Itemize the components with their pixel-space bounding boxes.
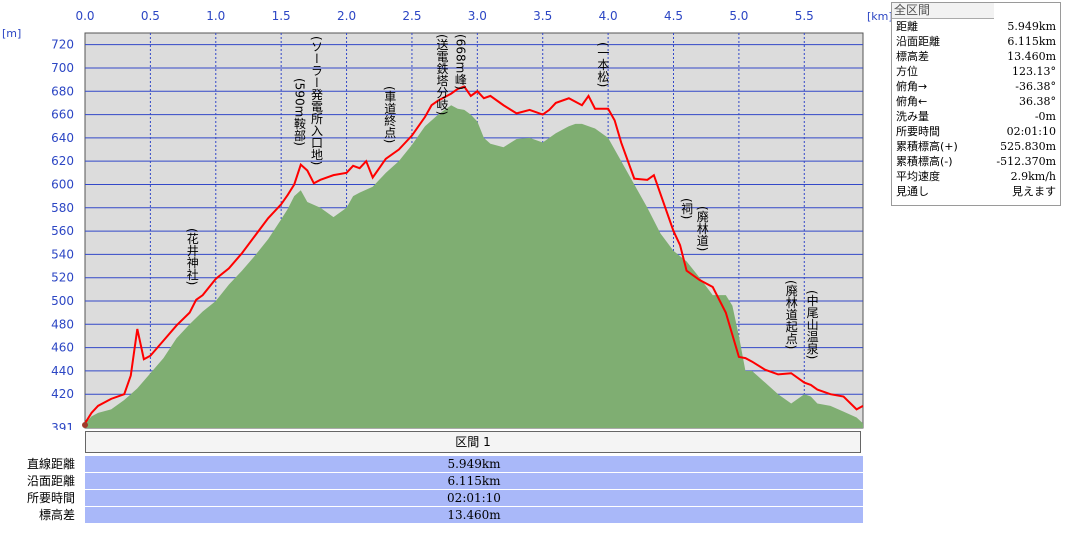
x-tick-label: 5.5 <box>795 9 814 23</box>
info-label: 平均速度 <box>896 170 940 183</box>
info-value: 5.949km <box>1007 20 1056 33</box>
info-value: 525.830m <box>1000 140 1056 153</box>
x-tick-label: 1.0 <box>206 9 225 23</box>
y-tick-label: 640 <box>51 131 74 145</box>
table-row-label: 標高差 <box>38 508 75 522</box>
y-axis-unit: [m] <box>2 27 21 40</box>
annotation-label: (花井神社) <box>185 228 199 285</box>
info-value: 6.115km <box>1007 35 1056 48</box>
annotation-label: (590m鞍部) <box>292 78 306 146</box>
x-tick-label: 3.0 <box>468 9 487 23</box>
info-value: 36.38° <box>1019 95 1056 108</box>
y-tick-label: 700 <box>51 61 74 75</box>
x-axis-unit: [km] <box>867 10 893 23</box>
y-tick-label: 660 <box>51 108 74 122</box>
annotation-label: (送電鉄塔分岐) <box>435 34 449 115</box>
table-row-label: 所要時間 <box>26 491 75 505</box>
info-label: 距離 <box>896 20 918 33</box>
info-label: 累積標高(+) <box>896 140 958 153</box>
x-axis-ticks: 0.0 0.5 1.0 1.5 2.0 2.5 3.0 3.5 4.0 4.5 5.0 5.5 <box>75 9 813 23</box>
table-row-value: 13.460m <box>85 507 863 523</box>
y-tick-label: 460 <box>51 341 74 355</box>
start-marker <box>82 422 88 428</box>
y-tick-label: 420 <box>51 387 74 401</box>
info-row: 標高差 13.460m <box>892 49 1060 64</box>
section-header[interactable]: 区間 1 <box>85 431 861 453</box>
annotation-label: (車道終点) <box>383 86 397 143</box>
info-row: 洗み量 -0m <box>892 109 1060 124</box>
info-label: 俯角← <box>896 95 928 108</box>
x-tick-label: 2.0 <box>337 9 356 23</box>
y-tick-label: 391 <box>51 421 74 430</box>
info-value: -512.370m <box>996 155 1056 168</box>
info-panel-title: 全区間 <box>892 3 994 19</box>
y-tick-label: 580 <box>51 201 74 215</box>
elevation-chart: 0.0 0.5 1.0 1.5 2.0 2.5 3.0 3.5 4.0 4.5 5.0 5.5 391… <box>2 9 893 430</box>
table-row-value: 6.115km <box>85 473 863 489</box>
annotation-label: (668m峰) <box>453 34 467 90</box>
info-row: 距離 5.949km <box>892 19 1060 34</box>
x-tick-label: 0.5 <box>141 9 160 23</box>
info-label: 俯角→ <box>896 80 928 93</box>
annotations: (花井神社) (ソーラー発電所入口地)(590m鞍部) (車道終点) (送電鉄塔分岐)… <box>185 34 819 359</box>
x-tick-label: 4.5 <box>664 9 683 23</box>
info-label: 方位 <box>896 65 918 78</box>
info-value: -0m <box>1034 110 1056 123</box>
annotation-label: (ソーラー発電所入口地) <box>309 36 323 165</box>
info-value: 13.460m <box>1007 50 1056 63</box>
y-tick-label: 600 <box>51 177 74 191</box>
y-tick-label: 620 <box>51 154 74 168</box>
info-row: 俯角→ -36.38° <box>892 79 1060 94</box>
info-row: 累積標高(+) 525.830m <box>892 139 1060 154</box>
info-label: 沿面距離 <box>896 35 940 48</box>
info-row: 見通し 見えます <box>892 184 1060 199</box>
table-row-value: 02:01:10 <box>85 490 863 506</box>
table-row-label: 直線距離 <box>26 457 75 471</box>
annotation-label: (祠) <box>680 198 694 219</box>
info-label: 見通し <box>896 185 929 198</box>
y-tick-label: 720 <box>51 38 74 52</box>
info-row: 累積標高(-) -512.370m <box>892 154 1060 169</box>
info-label: 累積標高(-) <box>896 155 953 168</box>
x-tick-label: 3.5 <box>533 9 552 23</box>
annotation-label: (中尾山温泉) <box>805 290 819 359</box>
annotation-label: (一本松) <box>596 42 610 87</box>
y-axis-ticks: 391 420 440 460 480 500 520 540 560 580 600 620 640 6… <box>51 38 74 430</box>
info-label: 所要時間 <box>896 125 940 138</box>
y-tick-label: 560 <box>51 224 74 238</box>
y-tick-label: 440 <box>51 364 74 378</box>
y-tick-label: 480 <box>51 317 74 331</box>
y-tick-label: 680 <box>51 84 74 98</box>
info-row: 方位 123.13° <box>892 64 1060 79</box>
info-value: 123.13° <box>1012 65 1056 78</box>
y-tick-label: 520 <box>51 271 74 285</box>
terrain-area <box>85 105 863 429</box>
route-line <box>84 85 864 424</box>
x-tick-label: 4.0 <box>599 9 618 23</box>
table-row-label: 沿面距離 <box>26 474 75 488</box>
annotation-label: (廃林道起点) <box>784 280 798 349</box>
info-value: -36.38° <box>1015 80 1056 93</box>
table-row-value: 5.949km <box>85 456 863 472</box>
info-row: 俯角← 36.38° <box>892 94 1060 109</box>
info-label: 標高差 <box>896 50 929 63</box>
info-row: 所要時間 02:01:10 <box>892 124 1060 139</box>
info-row: 沿面距離 6.115km <box>892 34 1060 49</box>
y-tick-label: 500 <box>51 294 74 308</box>
info-value: 2.9km/h <box>1010 170 1056 183</box>
y-tick-label: 540 <box>51 247 74 261</box>
x-tick-label: 2.5 <box>402 9 421 23</box>
info-value: 見えます <box>1012 185 1056 198</box>
x-tick-label: 1.5 <box>272 9 291 23</box>
x-tick-label: 5.0 <box>729 9 748 23</box>
info-value: 02:01:10 <box>1006 125 1056 138</box>
x-tick-label: 0.0 <box>75 9 94 23</box>
annotation-label: (廃林道) <box>695 206 709 251</box>
info-panel: 全区間 距離 5.949km 沿面距離 6.115km 標高差 13.460m 方位 123.… <box>891 2 1061 206</box>
info-row: 平均速度 2.9km/h <box>892 169 1060 184</box>
info-label: 洗み量 <box>896 110 929 123</box>
